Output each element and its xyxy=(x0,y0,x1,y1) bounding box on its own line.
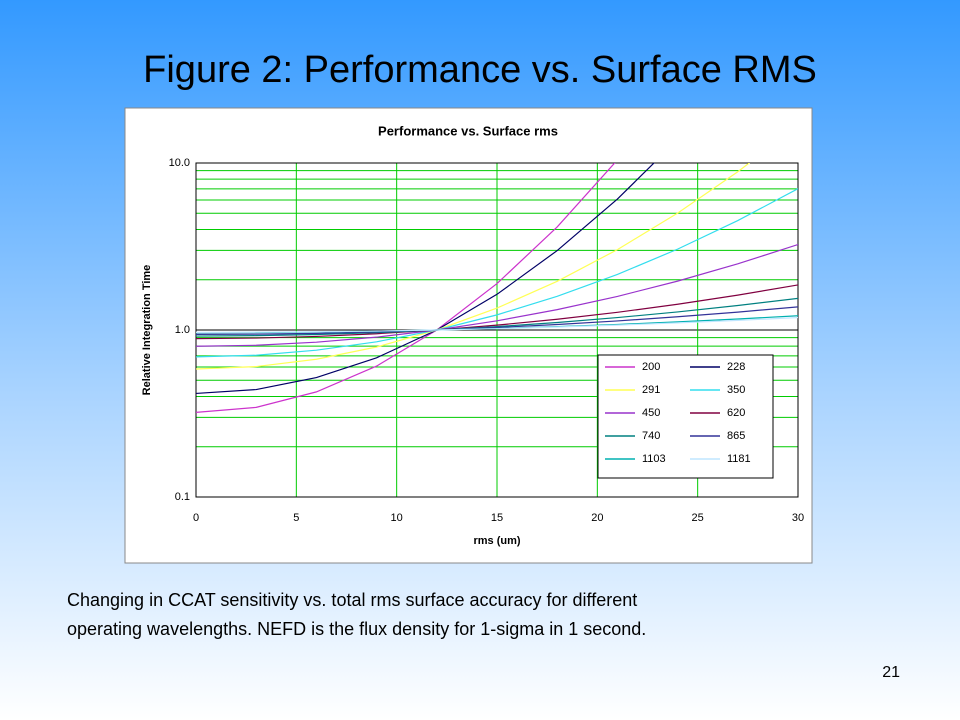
series-line xyxy=(196,163,655,395)
series-line xyxy=(196,316,798,333)
plot-lines xyxy=(196,163,798,414)
y-tick-label: 10.0 xyxy=(169,157,190,169)
series-line xyxy=(196,306,798,336)
plot-area xyxy=(195,162,799,498)
legend-label: 450 xyxy=(642,407,660,419)
y-axis-label: Relative Integration Time xyxy=(141,265,153,396)
x-axis-label: rms (um) xyxy=(473,535,520,547)
legend-label: 1103 xyxy=(642,453,666,465)
legend-label: 865 xyxy=(727,430,745,442)
slide-title: Figure 2: Performance vs. Surface RMS xyxy=(143,49,817,91)
legend-label: 740 xyxy=(642,430,660,442)
series-line xyxy=(196,284,798,340)
series-line xyxy=(196,188,798,358)
legend-label: 1181 xyxy=(727,453,751,465)
legend-label: 350 xyxy=(727,384,745,396)
series-line xyxy=(196,163,751,370)
legend-label: 200 xyxy=(642,361,660,373)
series-line xyxy=(196,243,798,347)
x-tick-label: 15 xyxy=(491,512,503,524)
caption: Changing in CCAT sensitivity vs. total r… xyxy=(67,590,637,610)
chart-title: Performance vs. Surface rms xyxy=(378,123,558,138)
series-line xyxy=(196,163,616,414)
caption: operating wavelengths. NEFD is the flux … xyxy=(67,619,646,639)
x-tick-label: 10 xyxy=(391,512,403,524)
y-tick-label: 0.1 xyxy=(175,491,190,503)
legend-label: 620 xyxy=(727,407,745,419)
x-tick-label: 5 xyxy=(293,512,299,524)
legend-label: 228 xyxy=(727,361,745,373)
x-tick-label: 0 xyxy=(193,512,199,524)
legend xyxy=(597,354,774,479)
legend-label: 291 xyxy=(642,384,660,396)
series-line xyxy=(196,297,798,337)
x-tick-label: 20 xyxy=(591,512,603,524)
x-tick-label: 30 xyxy=(792,512,804,524)
x-tick-label: 25 xyxy=(692,512,704,524)
y-tick-label: 1.0 xyxy=(175,324,190,336)
page-number: 21 xyxy=(882,664,900,681)
